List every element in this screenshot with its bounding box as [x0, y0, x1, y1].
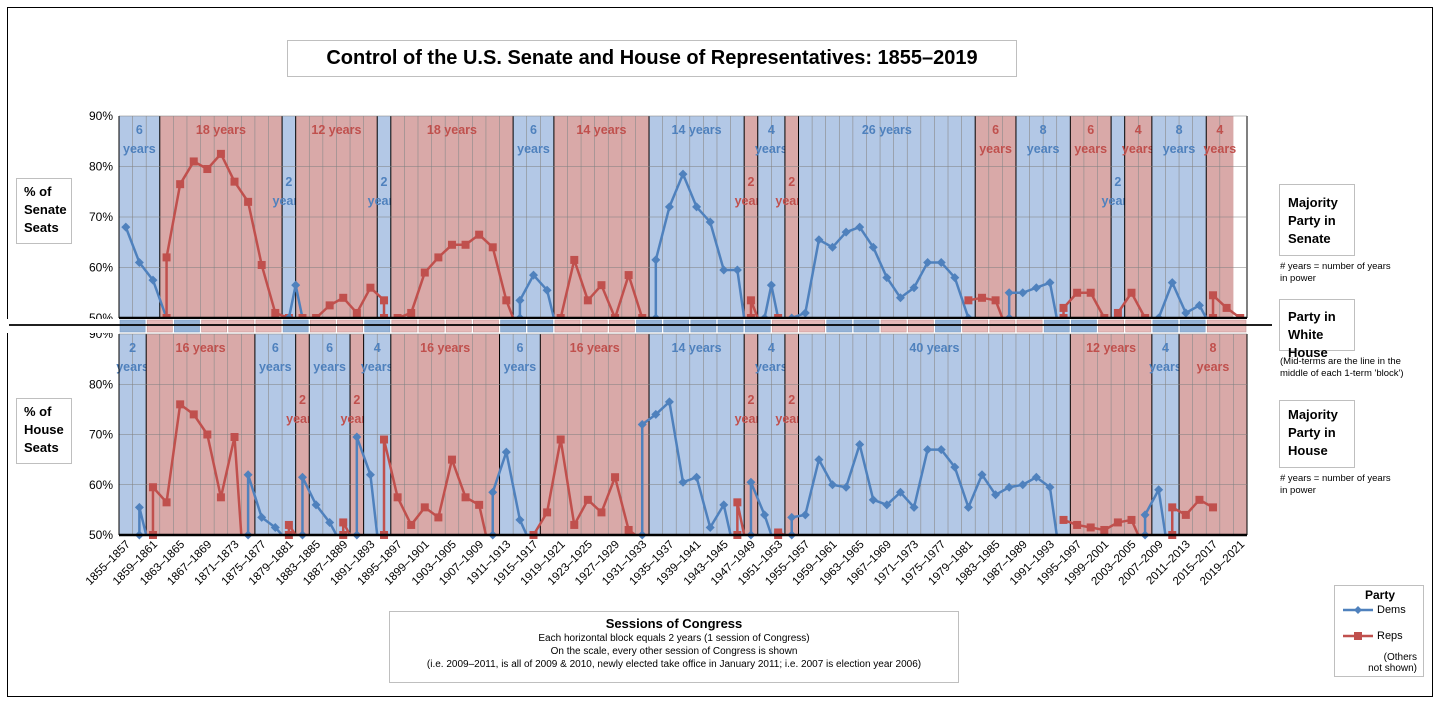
white-house-note: (Mid-terms are the line in the middle of… [1280, 356, 1430, 380]
legend-title: Party [1364, 588, 1396, 602]
note-line: in power [1280, 273, 1316, 284]
majority-house-line: Party in [1288, 425, 1336, 440]
white-house-label: Party in White House [1279, 299, 1355, 360]
legend-reps-label: Reps [1377, 630, 1403, 642]
house-axis-line: % of [24, 404, 52, 419]
senate-years-note: # years = number of years in power [1280, 261, 1420, 285]
sessions-heading: Sessions of Congress [605, 616, 743, 631]
note-line: (Mid-terms are the line in the [1280, 356, 1401, 367]
note-line: in power [1280, 485, 1316, 496]
note-line: # years = number of years [1280, 261, 1391, 272]
note-line: # years = number of years [1280, 473, 1391, 484]
senate-axis-line: Senate [24, 202, 67, 217]
legend-dems-label: Dems [1377, 604, 1406, 616]
senate-axis-line: % of [24, 184, 52, 199]
majority-senate-line: Senate [1288, 231, 1331, 246]
majority-senate-line: Party in [1288, 213, 1336, 228]
chart-frame [7, 7, 1433, 697]
chart-title-box: Control of the U.S. Senate and House of … [287, 40, 1017, 77]
legend-swatches [1343, 606, 1373, 640]
sessions-line: On the scale, every other session of Con… [550, 646, 798, 657]
white-house-line: White House [1288, 327, 1328, 360]
majority-house-line: House [1288, 443, 1328, 458]
legend-others-note: (Others not shown) [1368, 652, 1417, 674]
house-years-note: # years = number of years in power [1280, 473, 1420, 497]
legend-reps-marker [1354, 632, 1362, 640]
majority-house-label: Majority Party in House [1279, 400, 1355, 468]
others-line: (Others [1383, 652, 1417, 663]
house-axis-line: House [24, 422, 64, 437]
legend-dems-marker [1354, 606, 1362, 614]
sessions-line: (i.e. 2009–2011, is all of 2009 & 2010, … [426, 659, 922, 670]
white-house-line: Party in [1288, 309, 1336, 324]
note-line: middle of each 1-term 'block') [1280, 368, 1404, 379]
sessions-line: Each horizontal block equals 2 years (1 … [538, 633, 810, 644]
sessions-box: Sessions of Congress Each horizontal blo… [389, 611, 959, 683]
majority-house-line: Majority [1288, 407, 1338, 422]
house-axis-label: % of House Seats [16, 398, 72, 464]
majority-senate-line: Majority [1288, 195, 1338, 210]
legend: Party Dems Reps (Others not shown) [1334, 585, 1424, 677]
others-line: not shown) [1368, 663, 1417, 674]
house-axis-line: Seats [24, 440, 59, 455]
senate-axis-line: Seats [24, 220, 59, 235]
chart-title: Control of the U.S. Senate and House of … [326, 47, 978, 69]
majority-senate-label: Majority Party in Senate [1279, 184, 1355, 256]
senate-axis-label: % of Senate Seats [16, 178, 72, 244]
